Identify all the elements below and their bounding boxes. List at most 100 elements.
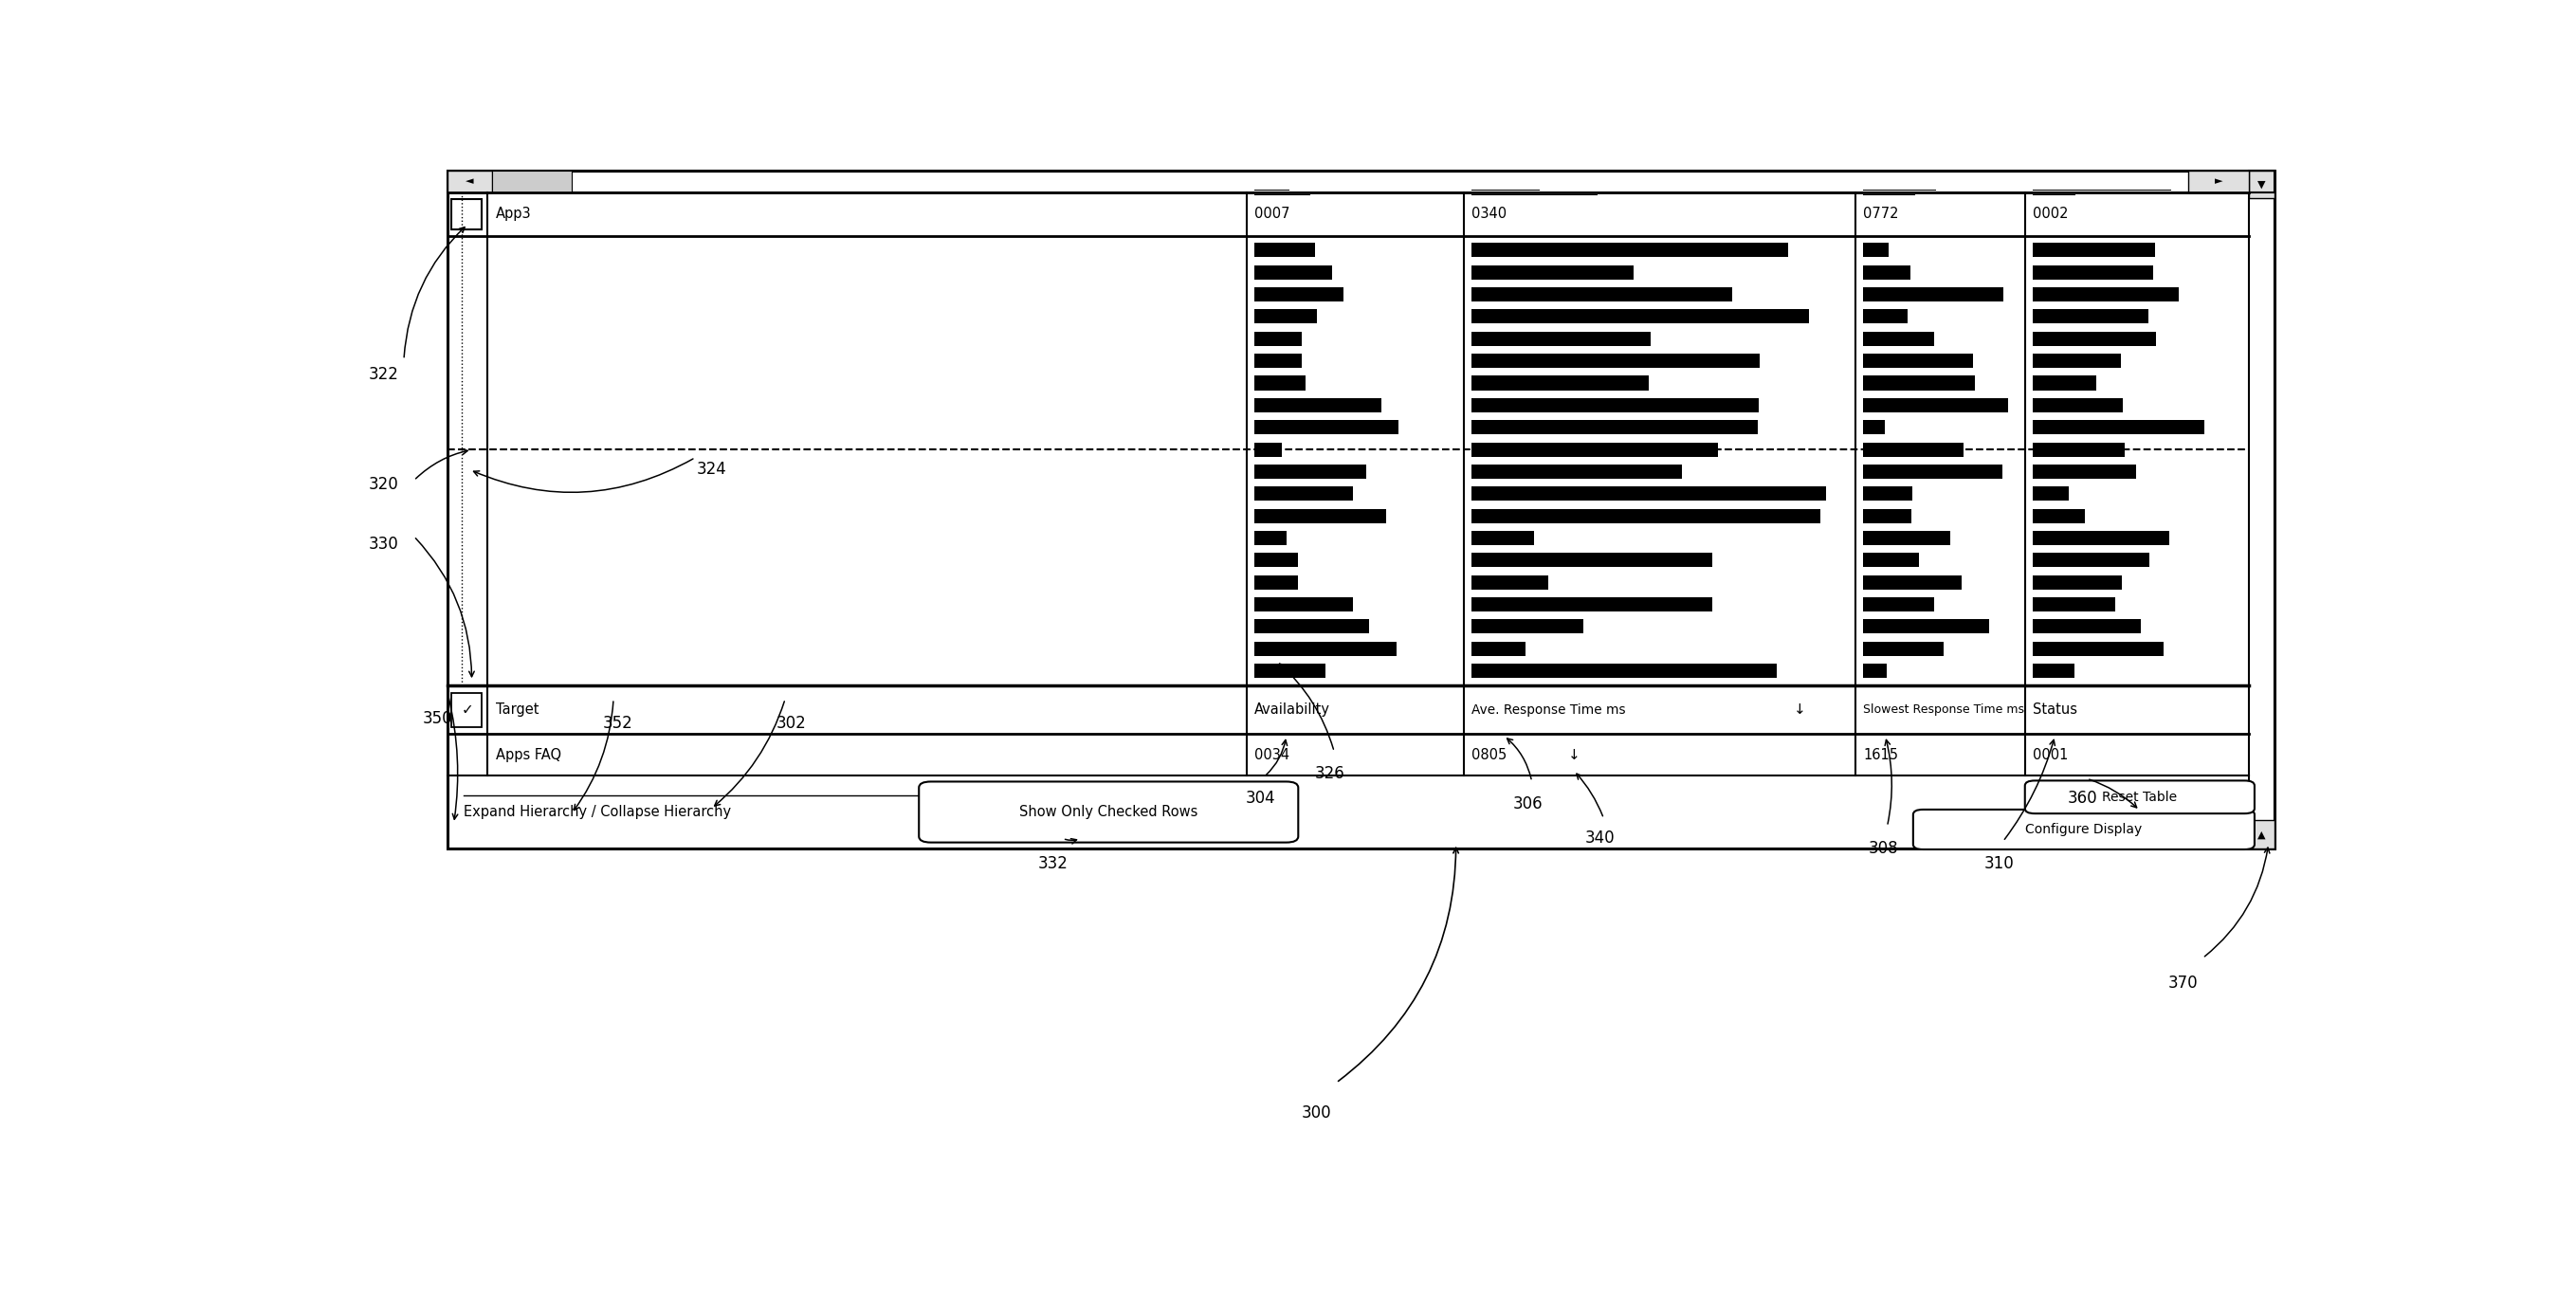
Bar [1255,531,1285,545]
Bar [1471,509,1819,523]
Bar [2032,310,2148,324]
Bar [1862,597,1935,611]
Bar [1255,619,1370,633]
Bar [1862,575,1963,589]
Text: 306: 306 [1512,795,1543,812]
Bar [1255,287,1345,302]
Bar [1471,332,1651,346]
Bar [2032,465,2136,479]
Bar [1471,243,1788,258]
Bar [1255,265,1332,280]
Bar [1862,443,1963,457]
Text: ▼: ▼ [2257,180,2264,189]
Bar [1255,663,1324,677]
Bar [2032,619,2141,633]
Bar [1862,509,1911,523]
Text: 360: 360 [2069,790,2097,807]
Text: 0034: 0034 [1255,747,1291,761]
Text: 0340: 0340 [1471,207,1507,221]
Text: Reset Table: Reset Table [2102,790,2177,804]
Text: ►: ► [2215,176,2223,186]
Bar [2032,398,2123,412]
Text: Show Only Checked Rows: Show Only Checked Rows [1020,805,1198,820]
Bar [2249,171,2275,198]
Bar [1471,376,1649,390]
Bar [1255,398,1381,412]
Text: 0001: 0001 [2032,747,2069,761]
Bar [1471,575,1548,589]
Bar [1471,465,1682,479]
Bar [1862,641,1945,655]
Bar [1862,553,1919,567]
Text: 0007: 0007 [1255,207,1291,221]
Bar [2032,509,2084,523]
Bar [1255,420,1399,434]
Bar [2032,597,2115,611]
Bar [1471,641,1525,655]
Text: 304: 304 [1244,790,1275,807]
Bar [1255,243,1314,258]
Bar [1471,354,1759,368]
Text: 0002: 0002 [2032,207,2069,221]
Bar [1471,531,1535,545]
Bar [2249,171,2275,848]
FancyBboxPatch shape [2025,781,2254,813]
Text: 300: 300 [1301,1105,1332,1121]
Text: Expand Hierarchy / Collapse Hierarchy: Expand Hierarchy / Collapse Hierarchy [464,805,732,820]
Bar [2032,553,2148,567]
Bar [1471,420,1759,434]
Bar [1471,663,1777,677]
Bar [1471,553,1713,567]
Text: Target: Target [495,703,538,717]
Text: ↓: ↓ [1793,703,1806,717]
Bar [1255,487,1352,501]
Bar [2032,243,2156,258]
Text: 330: 330 [368,536,399,553]
Bar [1471,310,1808,324]
Text: 324: 324 [696,461,726,478]
Bar [1471,487,1826,501]
Bar [492,171,572,192]
Text: 302: 302 [775,715,806,732]
Bar [1255,376,1306,390]
Bar [448,171,492,192]
Bar [1255,332,1301,346]
Bar [451,199,482,229]
Bar [1255,465,1365,479]
Bar [1862,376,1976,390]
Text: 340: 340 [1584,830,1615,847]
Bar [2032,420,2205,434]
FancyBboxPatch shape [1914,809,2254,850]
Text: App3: App3 [495,207,531,221]
Bar [1255,354,1301,368]
Bar [1471,287,1731,302]
Bar [2032,354,2120,368]
Bar [1862,243,1888,258]
Bar [2032,287,2179,302]
Bar [1255,443,1280,457]
Bar [1255,641,1396,655]
Bar [448,171,2275,192]
Bar [1862,310,1909,324]
Bar [2249,821,2275,848]
Text: 350: 350 [422,710,453,728]
Bar [2032,575,2123,589]
Text: Status: Status [2032,703,2076,717]
Text: 1615: 1615 [1862,747,1899,761]
Text: Availability: Availability [1255,703,1329,717]
Bar [2032,332,2156,346]
Bar [2032,641,2164,655]
Bar [2032,531,2169,545]
Text: Configure Display: Configure Display [2025,822,2143,837]
Text: 310: 310 [1984,855,2014,872]
Bar [451,693,482,726]
Bar [1862,398,2007,412]
Text: ↓: ↓ [1569,747,1579,761]
Bar [1862,663,1886,677]
Bar [1255,575,1298,589]
Bar [2032,376,2097,390]
Bar [1862,265,1911,280]
Bar [1471,265,1633,280]
Text: ✓: ✓ [461,703,474,717]
Bar [1862,354,1973,368]
